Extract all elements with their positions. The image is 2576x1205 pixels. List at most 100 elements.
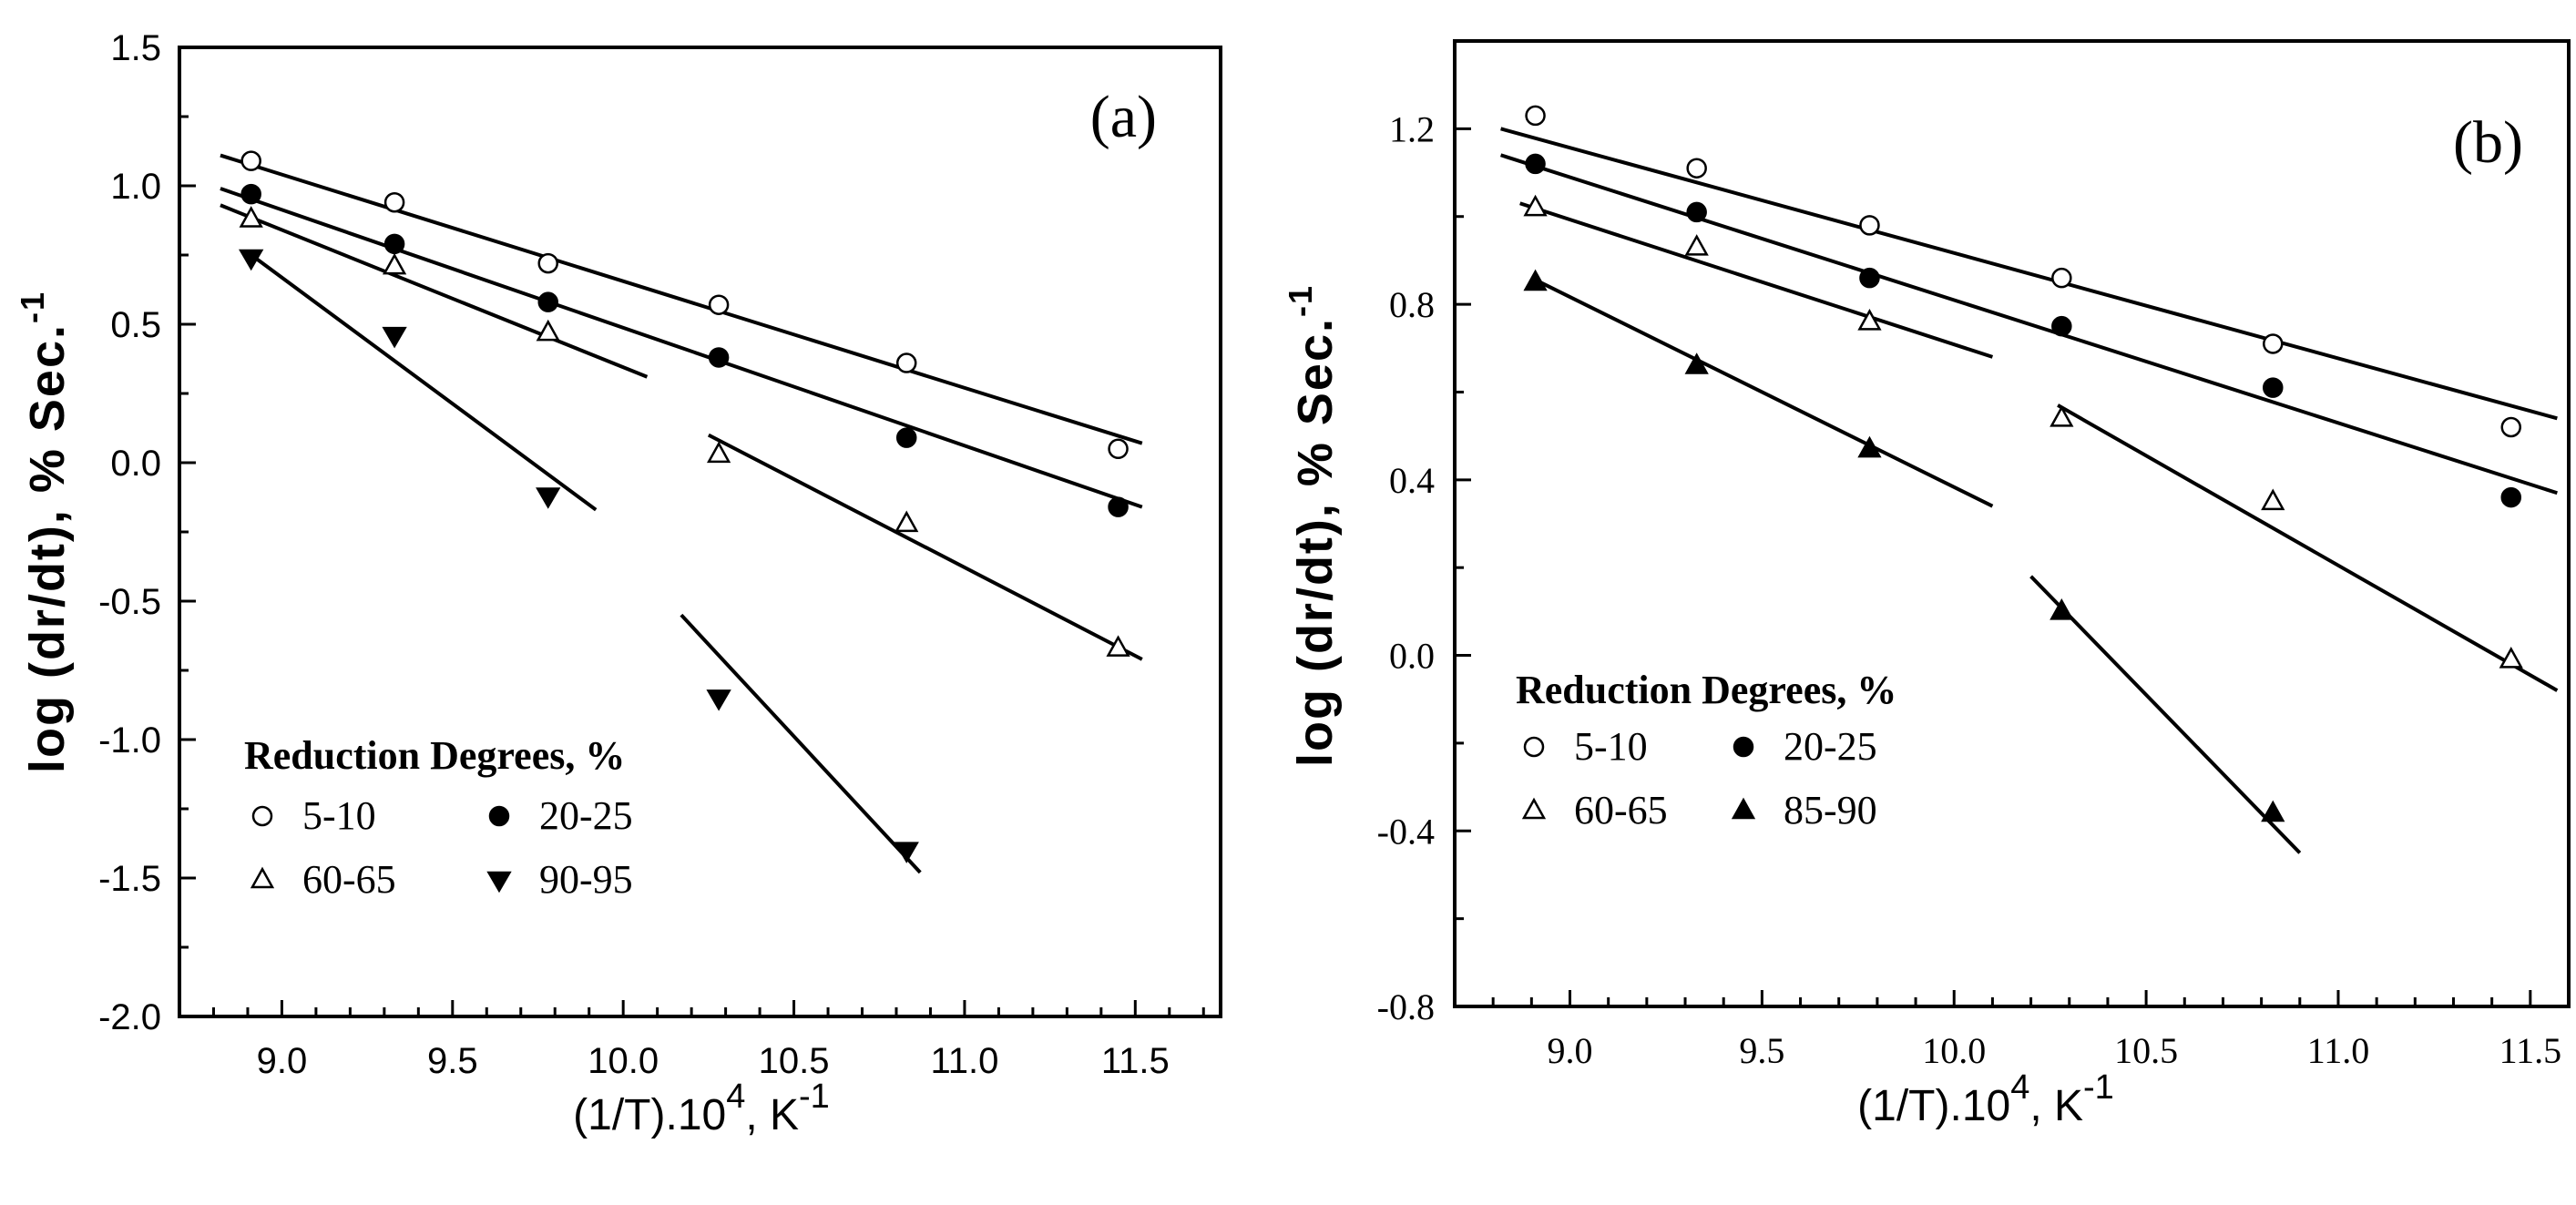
- panel-b-point-60-65: [2499, 647, 2523, 669]
- panel-b-point-20-25: [1859, 267, 1880, 289]
- panel-b-point-5-10: [1859, 215, 1880, 236]
- panel-b-legend-item-20-25: 20-25: [1733, 724, 1877, 769]
- panel-a-fit-line-20-25: [220, 187, 1143, 509]
- panel-a-point-90-95: [239, 249, 264, 271]
- panel-b-x-tick-label: 9.5: [1739, 1030, 1784, 1071]
- panel-b-y-tick-label: 1.2: [1389, 108, 1435, 149]
- panel-b-point-85-90: [1857, 435, 1882, 458]
- panel-a-y-axis-label-text: log (dr/dt), % Sec.: [20, 323, 75, 773]
- panel-b-legend-item-5-10: 5-10: [1523, 724, 1648, 769]
- panel-b-point-5-10: [1525, 105, 1546, 127]
- panel-a-legend-label-90-95: 90-95: [539, 857, 633, 902]
- panel-b-legend-items: 5-10 20-25 60-65 85-90: [1521, 724, 1877, 832]
- panel-b-legend-label-85-90: 85-90: [1784, 788, 1877, 832]
- panel-b-x-tick-label: 11.0: [2307, 1030, 2370, 1071]
- panel-a-point-90-95: [894, 842, 919, 863]
- panel-b-y-tick-label: 0.0: [1389, 636, 1435, 677]
- panel-b-point-85-90: [2261, 800, 2285, 822]
- panel-a-legend-item-60-65: 60-65: [250, 857, 396, 902]
- panel-a-y-tick-label: -2.0: [98, 997, 161, 1037]
- panel-a-x-tick-label: 9.0: [257, 1041, 308, 1081]
- panel-a-y-tick-label: 0.5: [110, 305, 161, 345]
- panel-b-y-tick-label: 0.4: [1389, 460, 1435, 501]
- panel-b-fit-lines: [1499, 127, 2559, 854]
- panel-b-x-tick-label: 10.5: [2114, 1030, 2178, 1071]
- panel-b-point-5-10: [1686, 158, 1707, 179]
- panel-b-legend-label-5-10: 5-10: [1574, 724, 1648, 769]
- panel-a-point-60-65: [382, 252, 407, 275]
- panel-a-legend-label-60-65: 60-65: [302, 857, 396, 902]
- panel-a-y-tick-label: -1.0: [98, 720, 161, 761]
- panel-a-x-axis-label: (1/T).104, K-1: [573, 1077, 830, 1139]
- panel-a-legend-item-5-10: 5-10: [251, 793, 376, 838]
- panel-a-x-axis-label-unit-sup: -1: [799, 1077, 830, 1116]
- panel-b-legend-item-85-90: 85-90: [1731, 788, 1877, 832]
- panel-b-fit-line-60-65: [2057, 403, 2559, 692]
- panel-b-label: (b): [2453, 109, 2523, 176]
- panel-b-x-axis-label-text: (1/T).10: [1857, 1082, 2010, 1130]
- panel-a-point-20-25: [383, 233, 405, 255]
- panel-a-fit-line-5-10: [220, 153, 1143, 445]
- panel-b-point-60-65: [1523, 194, 1548, 217]
- panel-a-legend-item-90-95: 90-95: [486, 857, 633, 902]
- panel-b-point-60-65: [2261, 488, 2285, 511]
- panel-b-point-60-65: [1857, 309, 1882, 331]
- panel-b-x-axis-label-sup: 4: [2010, 1068, 2029, 1107]
- panel-a-point-5-10: [383, 191, 405, 213]
- panel-b-legend-marker-20-25: [1733, 736, 1754, 758]
- panel-b-x-axis-label-unit: , K: [2029, 1082, 2083, 1130]
- panel-a-point-90-95: [706, 689, 731, 711]
- panel-b-fit-line-85-90: [2029, 575, 2302, 854]
- panel-b-fit-line-20-25: [1499, 153, 2558, 495]
- panel-b-fit-line-85-90: [1530, 276, 1994, 508]
- panel-b-x-axis-label: (1/T).104, K-1: [1857, 1068, 2114, 1130]
- panel-b-y-tick-label: 0.8: [1389, 284, 1435, 325]
- panel-a-fit-line-60-65: [707, 433, 1143, 661]
- panel-b-fit-line-60-65: [1519, 201, 1994, 359]
- panel-a-point-60-65: [239, 206, 263, 228]
- panel-b-point-5-10: [2500, 416, 2521, 438]
- panel-a-y-tick-label: -1.5: [98, 859, 161, 899]
- panel-b: 9.0 9.5 10.0 10.5 11.0 11.5 -0.8 -0.4 0.0 0.4 0.8 1…: [1282, 39, 2571, 1130]
- panel-a-legend-marker-60-65: [250, 866, 275, 889]
- panel-b-legend: Reduction Degrees, % 5-10 20-25 60-65 85-90: [1516, 668, 1896, 832]
- panel-a-point-20-25: [895, 427, 917, 448]
- panel-a-x-axis-label-sup: 4: [726, 1077, 745, 1116]
- panel-b-point-60-65: [1684, 234, 1709, 256]
- panel-b-y-axis-label: log (dr/dt), % Sec.-1: [1282, 284, 1343, 767]
- panel-a-x-axis-label-text: (1/T).10: [573, 1091, 726, 1139]
- panel-a-fit-line-60-65: [220, 203, 649, 379]
- panel-b-point-85-90: [1523, 269, 1548, 291]
- panel-a-x-tick-label: 10.5: [759, 1041, 830, 1081]
- panel-b-fit-line-5-10: [1500, 127, 2558, 421]
- panel-a-point-5-10: [708, 294, 730, 315]
- panel-a-label: (a): [1090, 84, 1157, 150]
- panel-b-x-axis-label-unit-sup: -1: [2083, 1068, 2114, 1107]
- panel-b-point-20-25: [1686, 201, 1707, 223]
- panel-b-point-85-90: [1684, 352, 1709, 374]
- panel-a-point-20-25: [240, 183, 261, 205]
- panel-b-point-5-10: [2051, 267, 2072, 289]
- panel-a-point-5-10: [895, 352, 917, 373]
- panel-b-point-20-25: [2051, 315, 2072, 337]
- panel-b-point-20-25: [2500, 486, 2521, 508]
- panel-a-point-60-65: [536, 319, 560, 342]
- panel-a-x-tick-label: 9.5: [427, 1041, 478, 1081]
- panel-a-legend: Reduction Degrees, % 5-10 20-25 60-65 90-95: [244, 733, 633, 902]
- panel-a-y-tick-label: 1.5: [110, 28, 161, 68]
- panel-b-legend-marker-5-10: [1523, 736, 1545, 758]
- panel-a-point-90-95: [536, 487, 561, 509]
- panel-a-point-90-95: [382, 326, 407, 349]
- panel-a-fit-lines: [220, 153, 1143, 874]
- panel-a-markers: [239, 150, 1130, 863]
- panel-a-ticks: 9.0 9.5 10.0 10.5 11.0 11.5 -2.0 -1.5 -1.0 -0.5 0.…: [98, 28, 1205, 1081]
- panel-a-y-axis-label-sup: -1: [14, 291, 51, 323]
- panel-a-legend-marker-90-95: [486, 871, 512, 894]
- panel-b-x-tick-label: 11.5: [2499, 1030, 2562, 1071]
- panel-b-legend-label-60-65: 60-65: [1574, 788, 1668, 832]
- panel-a-point-20-25: [708, 347, 730, 368]
- panel-a-point-20-25: [1108, 496, 1129, 517]
- panel-b-legend-marker-60-65: [1521, 797, 1547, 820]
- panel-b-point-5-10: [2263, 333, 2284, 354]
